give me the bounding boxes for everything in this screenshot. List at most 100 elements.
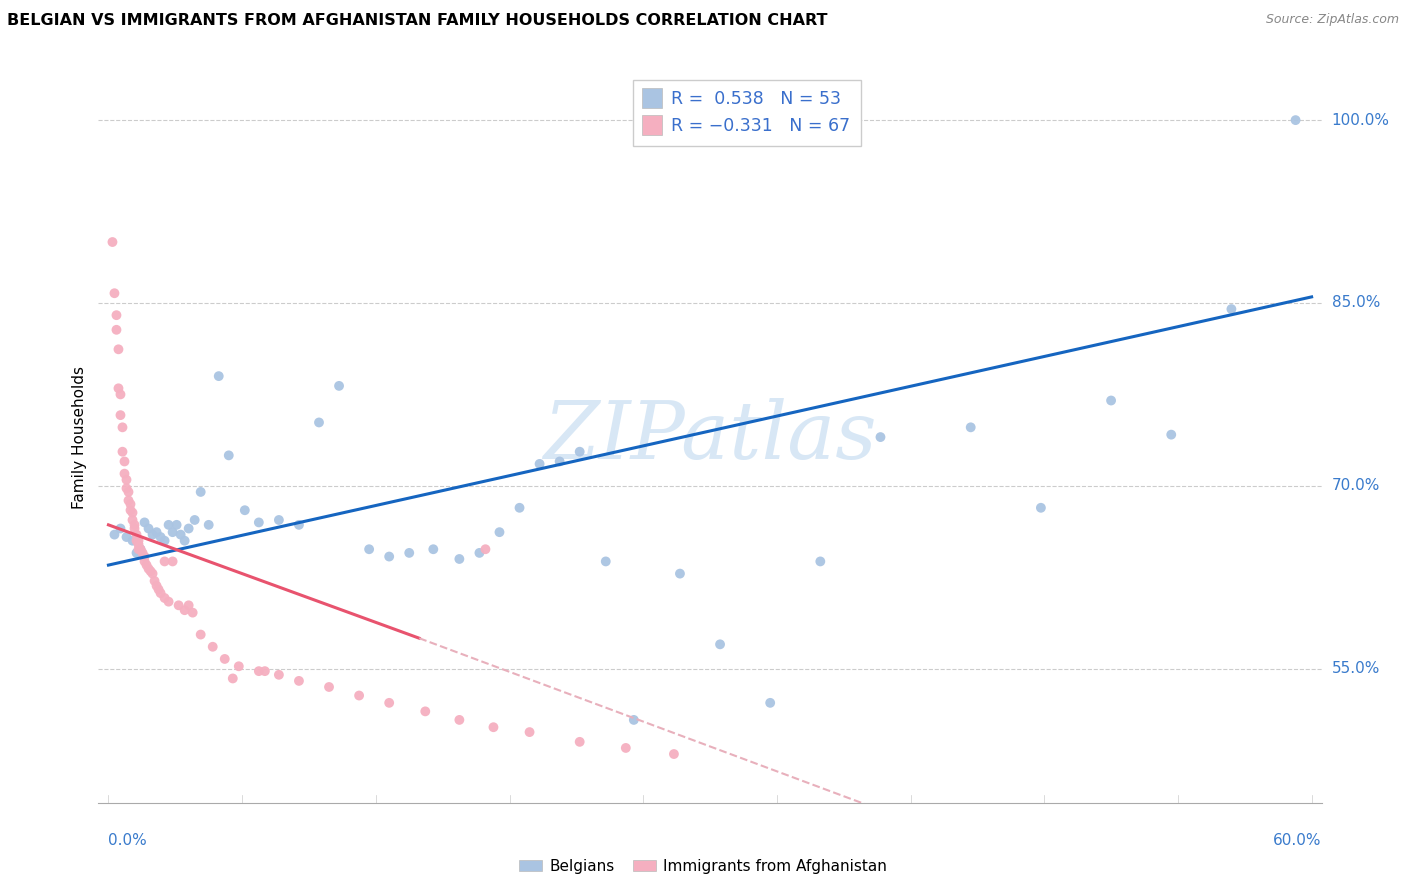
Point xyxy=(222,672,245,686)
Point xyxy=(449,713,471,727)
Point xyxy=(488,525,510,540)
Point xyxy=(378,549,401,564)
Point xyxy=(121,513,143,527)
Point xyxy=(162,525,184,540)
Point xyxy=(173,533,195,548)
Point xyxy=(115,473,138,487)
Point xyxy=(125,527,148,541)
Point xyxy=(669,566,692,581)
Point xyxy=(128,533,150,548)
Point xyxy=(134,516,156,530)
Legend: R =  0.538   N = 53, R = −0.331   N = 67: R = 0.538 N = 53, R = −0.331 N = 67 xyxy=(633,80,860,145)
Point xyxy=(1220,302,1243,317)
Point xyxy=(1284,113,1306,128)
Point xyxy=(128,542,150,557)
Point xyxy=(105,323,128,337)
Point xyxy=(148,582,170,597)
Point xyxy=(177,599,200,613)
Point xyxy=(233,503,256,517)
Point xyxy=(153,554,176,568)
Point xyxy=(101,235,124,249)
Y-axis label: Family Households: Family Households xyxy=(72,366,87,508)
Point xyxy=(267,513,290,527)
Point xyxy=(107,343,129,357)
Point xyxy=(111,420,134,434)
Text: ZIPatlas: ZIPatlas xyxy=(543,399,877,475)
Point xyxy=(177,522,200,536)
Point xyxy=(153,591,176,605)
Point xyxy=(124,522,146,536)
Point xyxy=(162,554,184,568)
Point xyxy=(614,741,637,756)
Point xyxy=(548,454,571,468)
Text: 100.0%: 100.0% xyxy=(1331,112,1389,128)
Point xyxy=(149,530,172,544)
Point xyxy=(201,640,224,654)
Point xyxy=(105,308,128,322)
Point xyxy=(169,527,191,541)
Point xyxy=(115,481,138,495)
Point xyxy=(111,444,134,458)
Point xyxy=(149,586,172,600)
Point xyxy=(114,467,136,481)
Point xyxy=(509,500,531,515)
Point xyxy=(131,546,153,560)
Point xyxy=(110,522,132,536)
Point xyxy=(413,705,436,719)
Point xyxy=(482,720,505,734)
Point xyxy=(128,537,150,551)
Point xyxy=(288,517,311,532)
Point xyxy=(125,546,148,560)
Point xyxy=(121,506,143,520)
Point xyxy=(328,379,350,393)
Point xyxy=(145,579,167,593)
Point xyxy=(247,516,270,530)
Point xyxy=(1029,500,1052,515)
Point xyxy=(134,549,156,564)
Point xyxy=(142,527,165,541)
Point xyxy=(474,542,496,557)
Point xyxy=(253,664,276,678)
Point xyxy=(662,747,685,761)
Point xyxy=(166,517,188,532)
Point xyxy=(398,546,420,560)
Point xyxy=(153,533,176,548)
Point xyxy=(869,430,891,444)
Text: 55.0%: 55.0% xyxy=(1331,661,1381,676)
Point xyxy=(124,517,146,532)
Point xyxy=(181,606,204,620)
Point xyxy=(190,627,212,641)
Point xyxy=(120,497,142,511)
Point xyxy=(107,381,129,395)
Point xyxy=(145,525,167,540)
Point xyxy=(1160,427,1182,442)
Point xyxy=(197,517,219,532)
Point xyxy=(347,689,370,703)
Point xyxy=(117,485,139,500)
Point xyxy=(519,725,541,739)
Point xyxy=(115,530,138,544)
Point xyxy=(318,680,340,694)
Point xyxy=(468,546,491,560)
Point xyxy=(267,667,290,682)
Text: 85.0%: 85.0% xyxy=(1331,295,1381,310)
Point xyxy=(142,566,165,581)
Text: BELGIAN VS IMMIGRANTS FROM AFGHANISTAN FAMILY HOUSEHOLDS CORRELATION CHART: BELGIAN VS IMMIGRANTS FROM AFGHANISTAN F… xyxy=(7,13,828,29)
Point xyxy=(183,513,205,527)
Point xyxy=(595,554,617,568)
Point xyxy=(129,542,152,557)
Text: Source: ZipAtlas.com: Source: ZipAtlas.com xyxy=(1265,13,1399,27)
Point xyxy=(218,449,240,463)
Point xyxy=(120,503,142,517)
Legend: Belgians, Immigrants from Afghanistan: Belgians, Immigrants from Afghanistan xyxy=(513,853,893,880)
Point xyxy=(139,564,162,578)
Point xyxy=(157,517,180,532)
Text: 60.0%: 60.0% xyxy=(1274,833,1322,848)
Point xyxy=(114,454,136,468)
Point xyxy=(143,574,166,588)
Point xyxy=(808,554,831,568)
Point xyxy=(288,673,311,688)
Point xyxy=(214,652,236,666)
Point xyxy=(1099,393,1122,408)
Point xyxy=(568,444,591,458)
